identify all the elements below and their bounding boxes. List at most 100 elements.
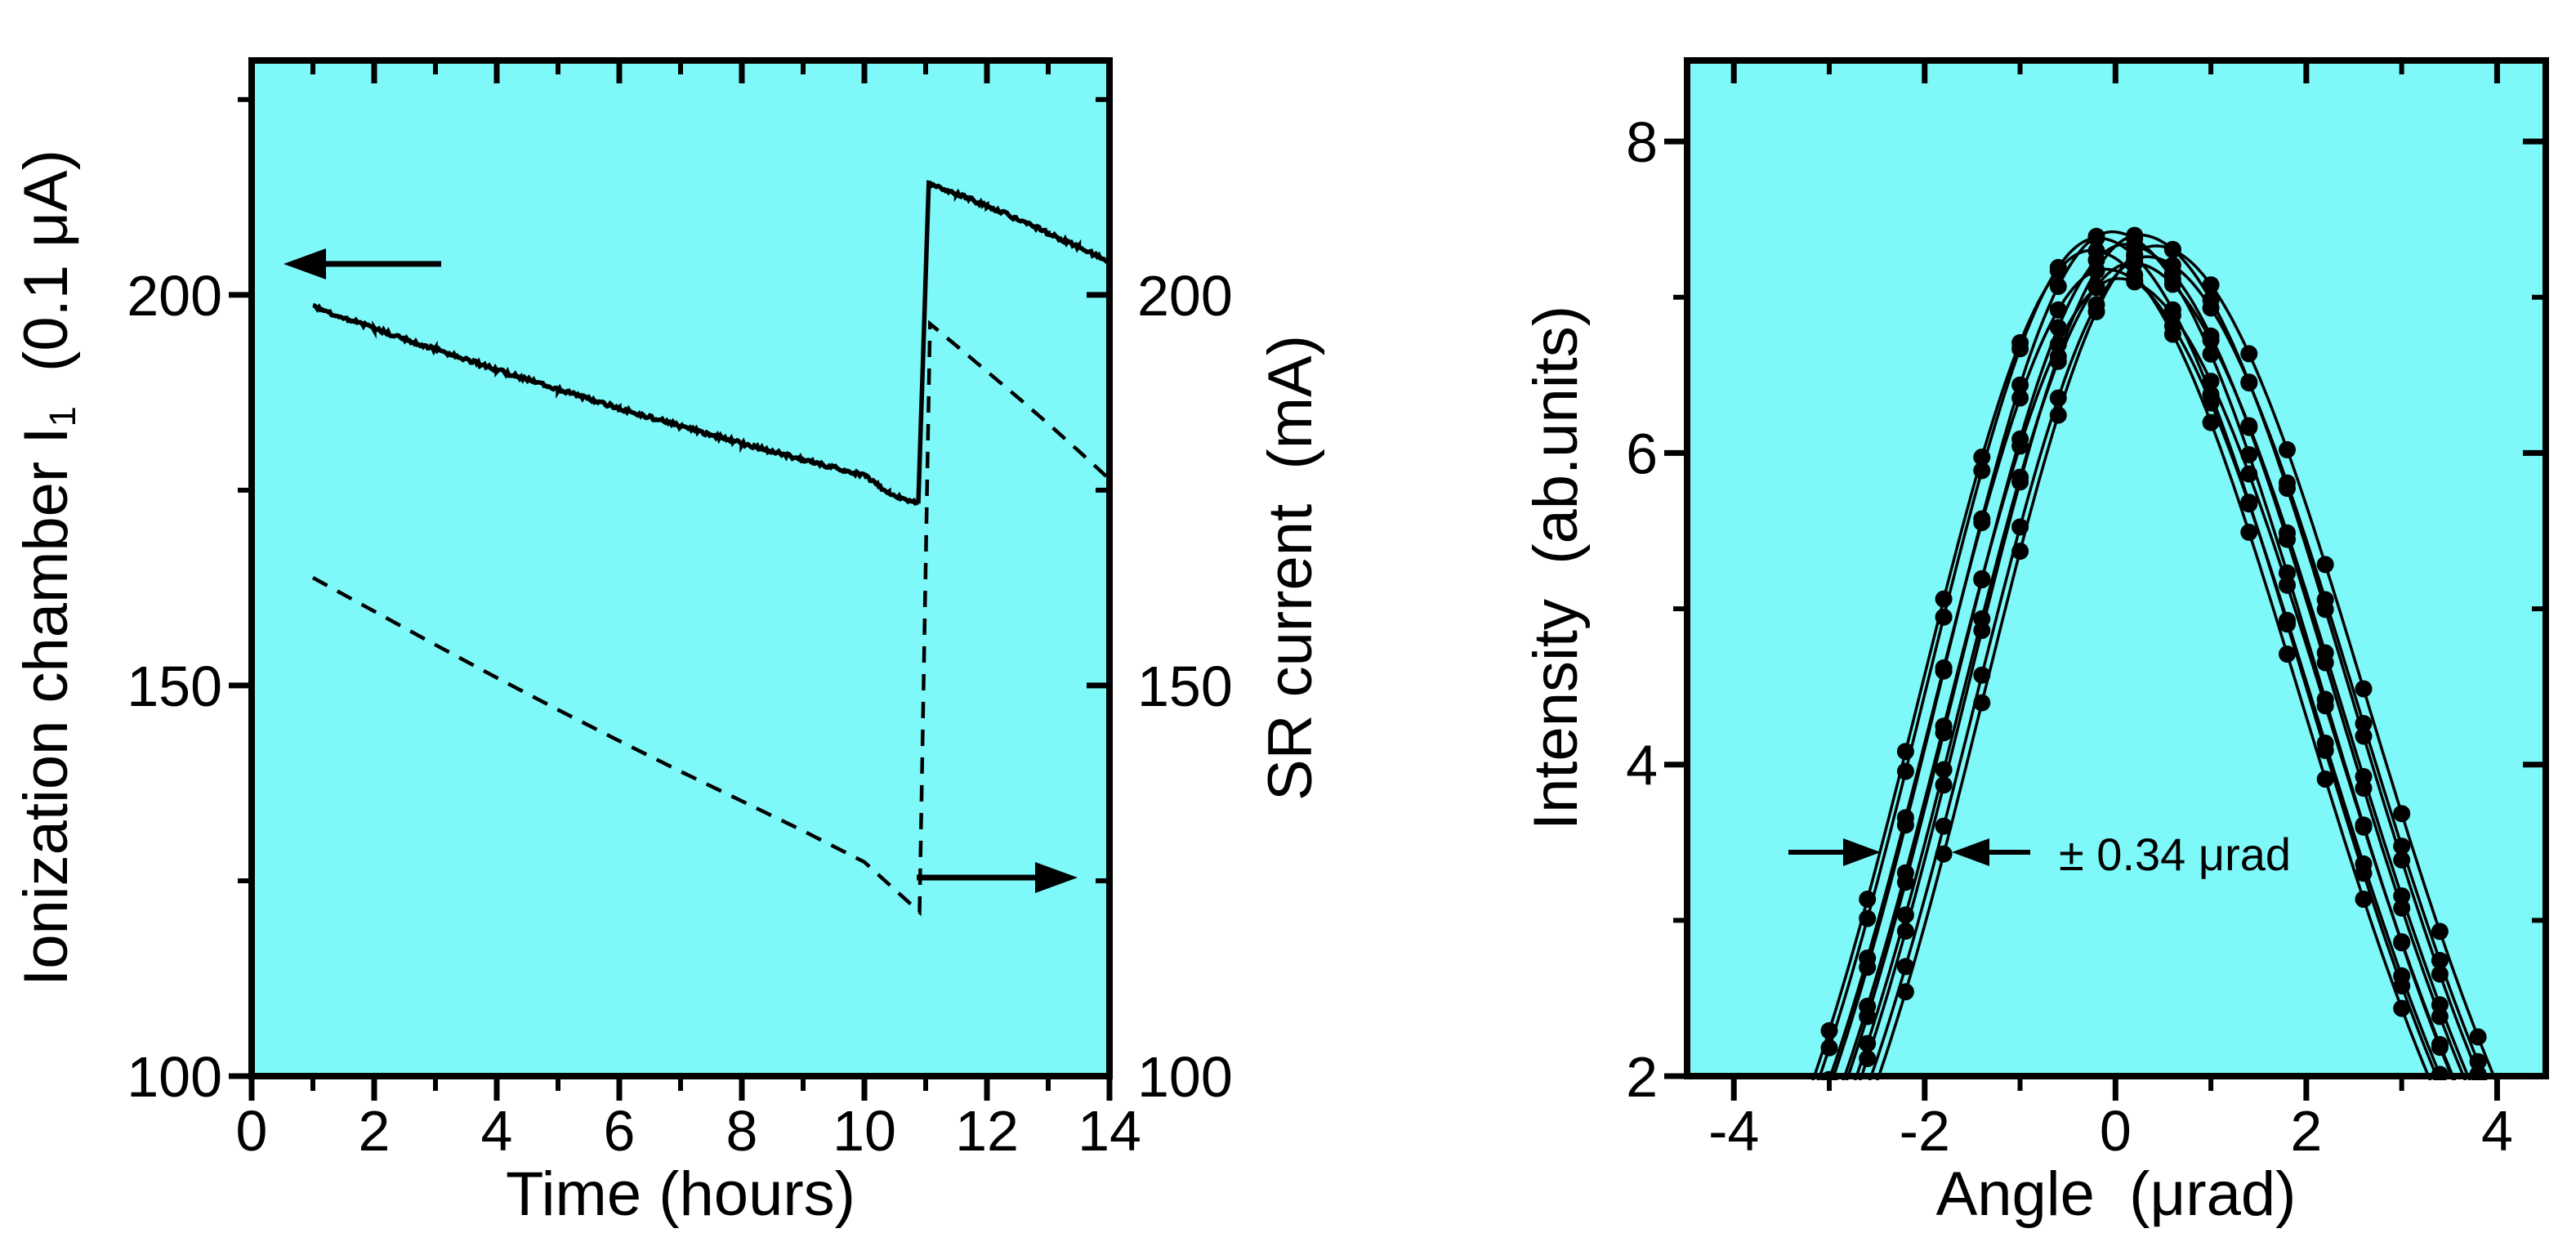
tick-label: 6 — [604, 1099, 636, 1163]
data-point-marker — [1896, 983, 1914, 1001]
spread-arrow-right — [1788, 838, 1881, 866]
data-point-marker — [2240, 495, 2258, 513]
left-axis-indicator-arrow — [283, 248, 441, 279]
data-point-marker — [2355, 891, 2373, 908]
data-point-marker — [1973, 510, 1991, 528]
data-point-marker — [2279, 524, 2296, 542]
data-point-marker — [2393, 933, 2411, 951]
data-point-marker — [2049, 319, 2067, 337]
tick-label: 4 — [2481, 1099, 2513, 1163]
angular-spread-annotation: ± 0.34 μrad — [2059, 829, 2292, 880]
data-point-marker — [1935, 662, 1953, 680]
data-point-marker — [2240, 374, 2258, 392]
tick-label: 200 — [1137, 264, 1233, 328]
data-point-marker — [2393, 805, 2411, 823]
data-point-marker — [1935, 817, 1953, 835]
data-point-marker — [2316, 771, 2334, 788]
rocking-curve-line — [1845, 243, 2467, 1080]
data-point-marker — [2316, 697, 2334, 715]
data-point-marker — [2355, 818, 2373, 836]
data-point-marker — [2087, 278, 2105, 296]
data-point-marker — [2087, 227, 2105, 245]
time-axis-title: Time (hours) — [506, 1159, 855, 1229]
data-point-marker — [2202, 331, 2220, 349]
data-point-marker — [2279, 474, 2296, 492]
left-chart-series — [311, 180, 1109, 917]
data-point-marker — [2163, 257, 2181, 275]
tick-label: 8 — [1626, 110, 1658, 174]
data-point-marker — [1859, 958, 1877, 976]
tick-label: -4 — [1708, 1099, 1759, 1163]
data-point-marker — [2355, 767, 2373, 785]
data-point-marker — [1973, 462, 1991, 480]
data-point-marker — [2279, 576, 2296, 594]
data-point-marker — [2202, 299, 2220, 317]
data-point-marker — [1896, 816, 1914, 834]
data-point-marker — [2240, 417, 2258, 435]
data-point-marker — [2316, 644, 2334, 662]
data-point-marker — [1935, 724, 1953, 742]
data-point-marker — [2240, 523, 2258, 541]
series-sr-current — [311, 319, 1109, 917]
data-point-marker — [2240, 345, 2258, 363]
tick-label: 4 — [1626, 734, 1658, 797]
intensity-axis-title: Intensity (ab.units) — [1521, 305, 1591, 831]
data-point-marker — [2202, 373, 2220, 391]
angle-axis-title: Angle (μrad) — [1935, 1159, 2297, 1229]
tick-label: 14 — [1078, 1099, 1141, 1163]
data-point-marker — [2393, 967, 2411, 985]
data-point-marker — [1896, 873, 1914, 891]
data-point-marker — [2431, 923, 2449, 940]
data-point-marker — [1973, 622, 1991, 639]
data-point-marker — [2355, 855, 2373, 873]
data-point-marker — [2011, 376, 2029, 394]
data-point-marker — [1935, 776, 1953, 794]
data-point-marker — [1859, 909, 1877, 927]
data-point-marker — [2011, 430, 2029, 448]
tick-label: 150 — [1137, 655, 1233, 718]
data-point-marker — [2202, 413, 2220, 431]
data-point-marker — [2087, 302, 2105, 320]
y-title-prefix: Ionization chamber I — [11, 427, 81, 986]
data-point-marker — [1820, 1039, 1838, 1057]
rocking-curves — [1811, 226, 2498, 1080]
series-ionization-chamber-current — [312, 180, 1109, 507]
tick-label: 2 — [1626, 1045, 1658, 1109]
data-point-marker — [2049, 278, 2067, 295]
data-point-marker — [2126, 273, 2144, 291]
data-point-marker — [2202, 276, 2220, 294]
data-point-marker — [2049, 406, 2067, 424]
right-axis-indicator-arrow — [917, 862, 1078, 893]
y-title-subscript: 1 — [42, 406, 84, 427]
data-point-marker — [2087, 261, 2105, 279]
data-point-marker — [2163, 275, 2181, 293]
tick-label: 8 — [726, 1099, 758, 1163]
data-point-marker — [2355, 680, 2373, 698]
y-title-suffix: (0.1 μA) — [11, 150, 81, 407]
tick-label: 100 — [127, 1045, 222, 1109]
data-point-marker — [2011, 543, 2029, 561]
data-point-marker — [2011, 340, 2029, 358]
data-point-marker — [2393, 999, 2411, 1017]
data-point-marker — [1973, 694, 1991, 712]
data-point-marker — [2011, 473, 2029, 491]
data-point-marker — [2431, 996, 2449, 1014]
spread-arrow-left — [1952, 838, 2030, 866]
data-point-marker — [2431, 1035, 2449, 1053]
data-point-marker — [1896, 762, 1914, 780]
data-point-marker — [2316, 591, 2334, 609]
data-point-marker — [2240, 465, 2258, 483]
data-point-marker — [2279, 646, 2296, 663]
data-point-marker — [1973, 571, 1991, 588]
data-point-marker — [2126, 245, 2144, 263]
left-panel-y-axis-title: Ionization chamber I1 (0.1 μA) — [11, 150, 83, 986]
data-point-marker — [2279, 611, 2296, 629]
data-point-marker — [2316, 735, 2334, 752]
data-point-marker — [2469, 1052, 2487, 1070]
data-point-marker — [2316, 556, 2334, 574]
data-point-marker — [2431, 952, 2449, 969]
sr-current-axis-title: SR current (mA) — [1256, 334, 1325, 802]
